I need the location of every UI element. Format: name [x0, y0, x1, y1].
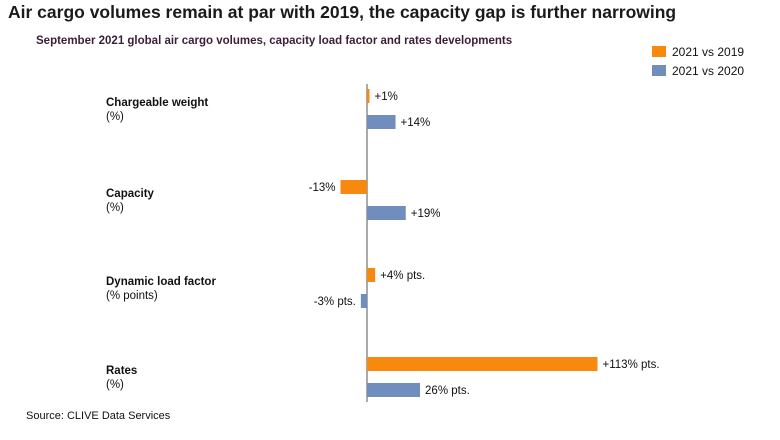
data-label-chargeable-weight-2020: +14%	[401, 117, 431, 129]
category-name: Rates	[106, 365, 138, 377]
data-label-chargeable-weight-2019: +1%	[375, 91, 398, 103]
bar-chargeable-weight-2019	[367, 89, 370, 103]
data-label-dynamic-load-factor-2020: -3% pts.	[314, 296, 356, 308]
bar-dynamic-load-factor-2020	[360, 294, 367, 308]
legend-item-2019: 2021 vs 2019	[652, 42, 744, 61]
data-label-dynamic-load-factor-2019: +4% pts.	[380, 270, 425, 282]
category-unit: (% points)	[106, 290, 158, 302]
legend-item-2020: 2021 vs 2020	[652, 61, 744, 80]
bar-rates-2019	[367, 357, 598, 371]
bar-chargeable-weight-2020	[367, 115, 396, 129]
category-unit: (%)	[106, 111, 124, 123]
legend-swatch-2019	[652, 46, 666, 57]
legend: 2021 vs 2019 2021 vs 2020	[652, 42, 744, 80]
chart-subtitle: September 2021 global air cargo volumes,…	[36, 35, 513, 47]
legend-swatch-2020	[652, 65, 666, 76]
data-label-rates-2020: 26% pts.	[425, 385, 470, 397]
category-name: Chargeable weight	[106, 97, 209, 109]
bar-dynamic-load-factor-2019	[367, 268, 376, 282]
bar-capacity-2020	[367, 206, 406, 220]
category-label-dynamic-load-factor: Dynamic load factor (% points)	[106, 275, 216, 303]
source-note: Source: CLIVE Data Services	[26, 410, 171, 422]
category-unit: (%)	[106, 202, 124, 214]
data-label-rates-2019: +113% pts.	[603, 359, 660, 371]
category-name: Capacity	[106, 188, 154, 200]
category-label-chargeable-weight: Chargeable weight (%)	[106, 96, 208, 124]
category-name: Dynamic load factor	[106, 276, 216, 288]
data-label-capacity-2020: +19%	[411, 208, 441, 220]
category-unit: (%)	[106, 379, 124, 391]
bar-capacity-2019	[340, 180, 367, 194]
data-label-capacity-2019: -13%	[309, 182, 336, 194]
legend-label-2019: 2021 vs 2019	[672, 44, 745, 59]
category-label-capacity: Capacity (%)	[106, 187, 154, 215]
legend-label-2020: 2021 vs 2020	[672, 63, 745, 78]
chart-title: Air cargo volumes remain at par with 201…	[8, 2, 677, 22]
category-label-rates: Rates (%)	[106, 364, 137, 392]
bar-rates-2020	[367, 383, 421, 397]
